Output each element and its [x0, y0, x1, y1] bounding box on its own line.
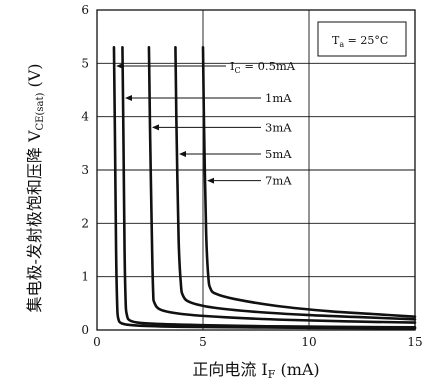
- y-axis-title-unit: (V): [25, 63, 44, 92]
- y-tick-label: 4: [81, 110, 89, 124]
- x-tick-label: 10: [301, 335, 316, 349]
- annotation-label-5: 7mA: [265, 174, 292, 188]
- condition-box: [317, 21, 407, 57]
- grid: [97, 10, 415, 330]
- condition-rest: = 25°C: [344, 34, 388, 47]
- x-axis-title-main: 正向电流 I: [192, 360, 267, 379]
- x-axis-ticks: 0 5 10 15: [93, 335, 422, 349]
- curve-series-5: [201, 46, 417, 318]
- curve-series-4: [174, 46, 417, 321]
- x-tick-label: 5: [199, 335, 207, 349]
- plot-frame: [96, 9, 416, 331]
- annotation-label-3: 3mA: [265, 120, 292, 134]
- condition-main: T: [332, 34, 340, 47]
- x-tick-label: 15: [407, 335, 422, 349]
- curves: [112, 46, 417, 330]
- y-axis-title-main: 集电极-发射极饱和压降 V: [25, 130, 44, 312]
- curve-series-3: [147, 46, 417, 324]
- x-axis-title-unit: (mA): [275, 360, 319, 379]
- annotation-label-2: 1mA: [265, 91, 292, 105]
- y-tick-label: 2: [81, 216, 89, 230]
- annotations: IC = 0.5mA 1mA 3mA 5mA 7mA: [116, 59, 296, 188]
- x-axis-title-sub: F: [268, 368, 276, 381]
- condition-sub: a: [339, 40, 344, 49]
- annotation-label-4: 5mA: [265, 147, 292, 161]
- y-tick-label: 0: [81, 323, 89, 337]
- y-tick-label: 6: [81, 3, 89, 17]
- curve-series-1: [112, 46, 417, 330]
- y-axis-ticks: 0 1 2 3 4 5 6: [81, 3, 89, 337]
- x-axis-title: 正向电流 IF (mA): [192, 360, 319, 381]
- annotation-label-1: IC = 0.5mA: [230, 59, 296, 75]
- x-tick-label: 0: [93, 335, 101, 349]
- curve-series-2: [121, 46, 417, 329]
- y-axis-title: 集电极-发射极饱和压降 VCE(sat) (V): [25, 63, 46, 312]
- y-tick-label: 3: [81, 163, 89, 177]
- y-tick-label: 1: [81, 270, 89, 284]
- y-axis-title-sub: CE(sat): [35, 93, 46, 131]
- condition-label: Ta = 25°C: [332, 34, 388, 49]
- y-tick-label: 5: [81, 56, 89, 70]
